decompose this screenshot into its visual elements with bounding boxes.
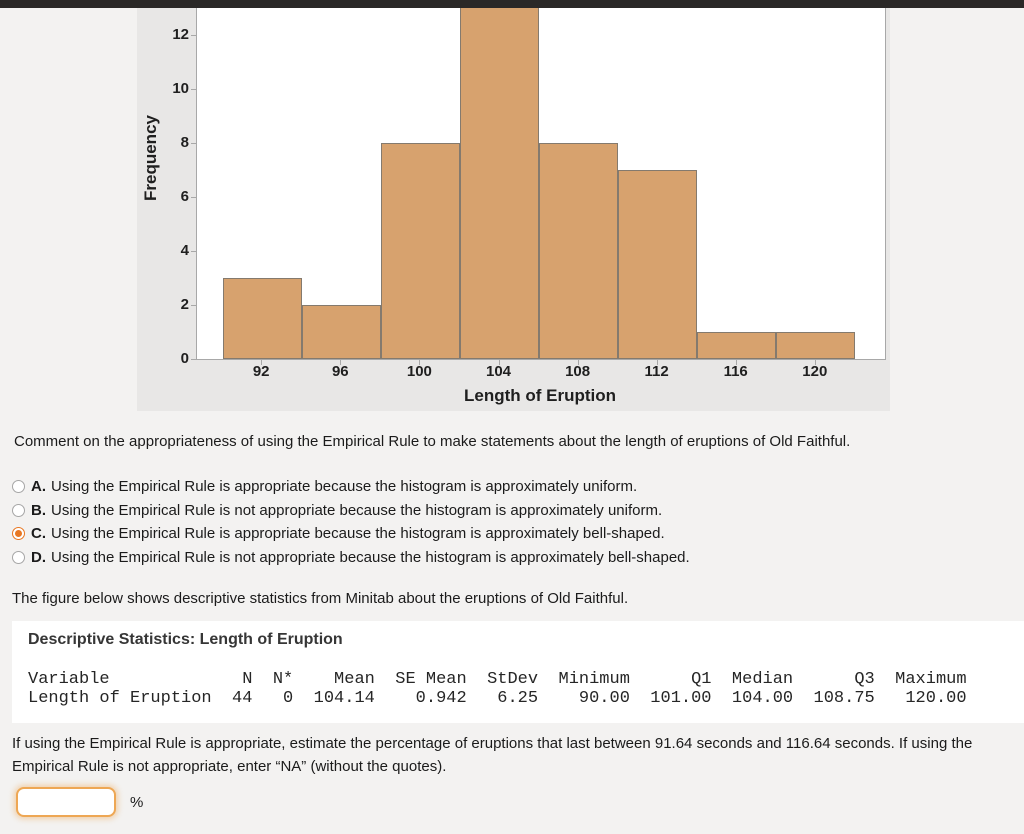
option-letter: D.: [31, 548, 46, 566]
y-tick-mark: [191, 143, 196, 145]
y-tick-mark: [191, 251, 196, 252]
percent-label: %: [130, 793, 144, 811]
statistics-value-row: Length of Eruption 44 0 104.14 0.942 6.2…: [28, 689, 967, 708]
x-tick-label: 104: [485, 363, 512, 380]
radio-dot-icon: [15, 530, 22, 538]
question-text: Comment on the appropriateness of using …: [14, 433, 851, 450]
plot-area: [196, 0, 886, 360]
x-tick-mark: [261, 360, 263, 365]
figure-intro-text: The figure below shows descriptive stati…: [12, 590, 629, 607]
answer-option-d[interactable]: D. Using the Empirical Rule is not appro…: [12, 546, 1024, 570]
x-tick-label: 120: [802, 363, 828, 380]
y-tick-label: 6: [180, 188, 189, 205]
option-letter: B.: [31, 501, 46, 519]
x-tick-mark: [419, 360, 421, 365]
histogram-bar: [776, 332, 856, 359]
answer-option-a[interactable]: A. Using the Empirical Rule is appropria…: [12, 475, 1024, 499]
y-tick-label: 8: [180, 134, 189, 152]
y-tick-mark: [191, 305, 196, 306]
x-tick-mark: [340, 360, 342, 365]
descriptive-statistics-panel: Descriptive Statistics: Length of Erupti…: [12, 621, 1024, 723]
histogram-bar: [301, 305, 381, 359]
histogram-bar: [380, 143, 460, 359]
x-tick-mark: [735, 360, 737, 365]
x-tick-label: 108: [565, 363, 591, 380]
y-tick-mark: [191, 359, 196, 360]
y-axis-title: Frequency: [141, 115, 160, 201]
y-tick-label: 2: [180, 296, 189, 313]
answer-input[interactable]: [16, 787, 116, 817]
answer-option-c[interactable]: C. Using the Empirical Rule is appropria…: [12, 522, 1024, 546]
x-tick-label: 96: [331, 363, 349, 380]
histogram-bar: [618, 170, 698, 359]
histogram-panel: 0 2 4 6 8 10 12 92 96 100 104 108 112 116 120 Frequen…: [137, 0, 890, 411]
radio-selected-icon[interactable]: [12, 527, 25, 541]
y-tick-mark: [191, 197, 196, 198]
x-tick-mark: [656, 360, 658, 365]
x-tick-mark: [814, 360, 816, 365]
y-tick-label: 0: [180, 350, 189, 367]
option-text: Using the Empirical Rule is appropriate …: [51, 525, 665, 543]
x-tick-label: 116: [723, 363, 748, 380]
y-tick-mark: [191, 89, 196, 91]
prompt-line: If using the Empirical Rule is appropria…: [12, 735, 973, 752]
x-axis-title: Length of Eruption: [463, 386, 617, 405]
statistics-header-row: Variable N N* Mean SE Mean StDev Minimum…: [28, 670, 967, 689]
option-text: Using the Empirical Rule is appropriate …: [51, 478, 638, 496]
y-tick-label: 10: [172, 80, 189, 98]
y-tick-mark: [191, 35, 196, 37]
prompt-line: Empirical Rule is not appropriate, enter…: [12, 758, 447, 775]
answer-row: %: [16, 787, 1024, 817]
histogram-bar: [539, 143, 619, 359]
x-tick-mark: [498, 360, 500, 365]
radio-icon[interactable]: [12, 503, 25, 517]
histogram-bar: [459, 0, 539, 359]
x-tick-label: 92: [252, 363, 270, 380]
histogram-bar: [697, 332, 777, 359]
answer-options: A. Using the Empirical Rule is appropria…: [12, 475, 1024, 569]
estimate-prompt-text: If using the Empirical Rule is appropria…: [12, 732, 1024, 778]
x-tick-label: 112: [644, 363, 669, 380]
x-tick-mark: [577, 360, 579, 365]
answer-option-b[interactable]: B. Using the Empirical Rule is not appro…: [12, 499, 1024, 523]
option-text: Using the Empirical Rule is not appropri…: [51, 501, 663, 519]
top-bar: [0, 0, 1024, 8]
radio-icon[interactable]: [12, 480, 25, 494]
y-tick-label: 4: [180, 242, 189, 259]
statistics-title: Descriptive Statistics: Length of Erupti…: [28, 631, 343, 648]
option-text: Using the Empirical Rule is not appropri…: [51, 548, 690, 566]
y-tick-label: 12: [172, 26, 189, 44]
x-tick-label: 100: [406, 363, 432, 380]
option-letter: A.: [31, 478, 46, 496]
option-letter: C.: [31, 525, 46, 543]
histogram-bar: [222, 278, 302, 359]
radio-icon[interactable]: [12, 550, 25, 564]
